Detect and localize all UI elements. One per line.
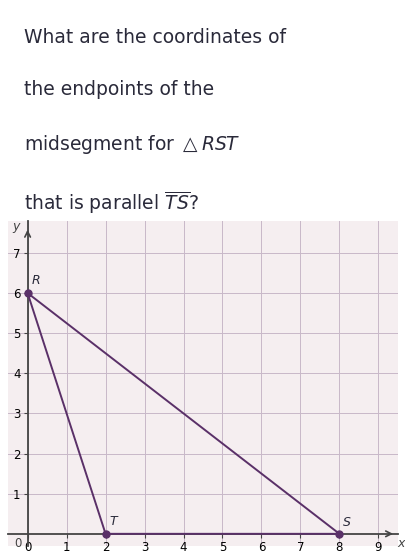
- Text: y: y: [12, 221, 19, 233]
- Text: that is parallel $\overline{TS}$?: that is parallel $\overline{TS}$?: [23, 189, 198, 216]
- Text: What are the coordinates of: What are the coordinates of: [23, 28, 285, 47]
- Text: midsegment for $\triangle$$RST$: midsegment for $\triangle$$RST$: [23, 133, 240, 156]
- Text: x: x: [396, 538, 403, 550]
- Text: the endpoints of the: the endpoints of the: [23, 80, 213, 99]
- Text: R: R: [32, 274, 40, 287]
- Text: 0: 0: [14, 538, 21, 550]
- Text: S: S: [343, 516, 350, 529]
- Text: T: T: [109, 515, 117, 528]
